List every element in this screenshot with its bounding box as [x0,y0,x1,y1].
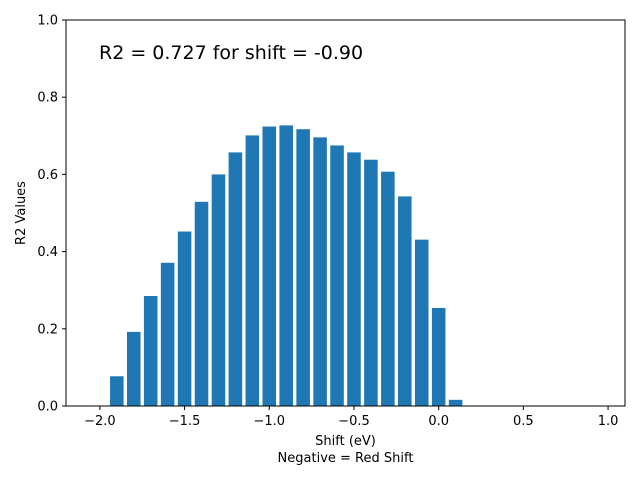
y-tick-label: 1.0 [37,14,58,29]
x-tick-label: −1.0 [253,414,285,429]
x-axis-label: Shift (eV) [315,434,376,449]
y-axis-label: R2 Values [14,181,29,245]
bar [448,399,463,406]
bar [110,376,124,406]
y-tick-label: 0.4 [37,245,58,260]
x-tick-label: −1.5 [169,414,201,429]
bar [364,159,378,406]
y-tick-label: 0.2 [37,322,58,337]
bar [398,196,412,406]
x-axis-sublabel: Negative = Red Shift [278,451,414,466]
bar [143,295,158,406]
plot-frame [65,19,626,407]
bar [194,201,209,406]
bar [296,129,310,406]
y-axis-ticks: 0.0 0.2 0.4 0.6 0.8 1.0 [37,14,66,415]
bar [330,145,344,406]
bar [126,331,141,406]
bar [262,126,277,406]
bar [177,231,192,406]
y-tick-label: 0.8 [37,91,58,106]
bar [228,152,243,406]
y-tick-label: 0.0 [37,400,58,415]
x-tick-label: −2.0 [84,414,116,429]
bar [279,125,293,407]
y-tick-label: 0.6 [37,168,58,183]
bar [347,152,361,406]
x-tick-label: 0.0 [428,414,449,429]
bar [160,262,175,406]
x-tick-label: −0.5 [338,414,370,429]
x-axis-ticks: −2.0 −1.5 −1.0 −0.5 0.0 0.5 1.0 [84,406,618,429]
bar [414,239,429,406]
x-tick-label: 0.5 [513,414,534,429]
r2-annotation: R2 = 0.727 for shift = -0.90 [99,42,363,64]
x-tick-label: 1.0 [598,414,619,429]
bar [381,171,395,406]
bar [245,135,260,406]
bar [431,307,446,406]
bars-group [110,125,463,407]
bar [211,174,226,406]
bar [313,137,327,406]
